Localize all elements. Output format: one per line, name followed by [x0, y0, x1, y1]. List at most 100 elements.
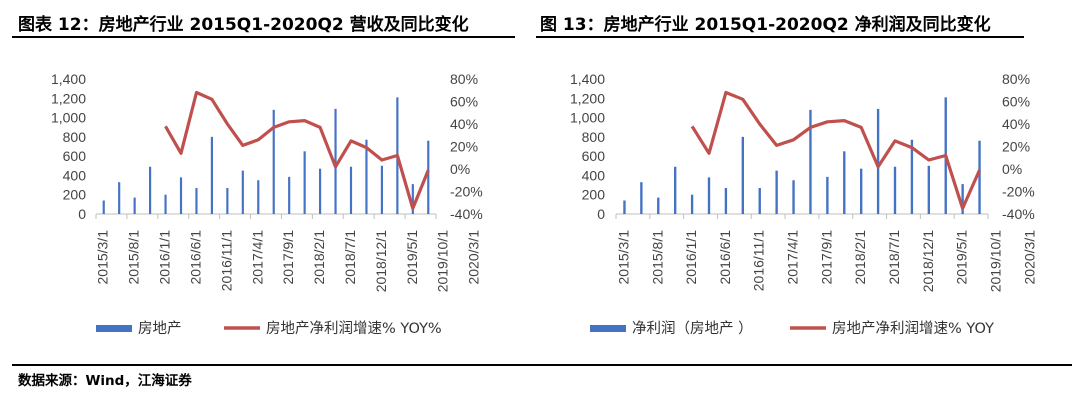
x-axis-tick-label: 2017/4/1: [785, 230, 801, 285]
right-axis-tick-label: 20%: [450, 139, 478, 155]
x-axis-tick-label: 2016/1/1: [683, 230, 699, 285]
right-axis-tick-label: -40%: [450, 206, 483, 222]
bar: [859, 168, 863, 214]
x-axis-tick-label: 2020/3/1: [1021, 230, 1037, 285]
bar: [149, 166, 152, 214]
bar: [380, 165, 383, 214]
right-axis-tick-label: 60%: [1002, 94, 1030, 110]
x-axis-tick-label: 2019/5/1: [404, 230, 420, 285]
right-axis-tick-label: 20%: [1002, 139, 1030, 155]
source-note: 数据来源：Wind，江海证券: [18, 373, 192, 389]
right-axis-tick-label: -20%: [1002, 184, 1035, 200]
bar: [102, 200, 105, 214]
right-axis-tick-label: 60%: [450, 94, 478, 110]
bar: [809, 109, 812, 214]
left-axis-tick-label: 1,400: [51, 71, 86, 87]
left-axis-tick-label: 400: [63, 167, 87, 183]
bar: [843, 151, 846, 214]
left-axis-tick-label: 1,400: [570, 71, 605, 87]
left-axis-tick-label: 600: [63, 148, 87, 164]
legend-line-label: 房地产净利润增速% YOY: [832, 320, 994, 337]
bar: [272, 109, 275, 214]
left-axis-tick-label: 200: [582, 187, 606, 203]
x-axis-tick-label: 2017/9/1: [280, 230, 296, 285]
x-axis-tick-label: 2019/10/1: [987, 230, 1003, 292]
x-axis-tick-label: 2018/12/1: [920, 230, 936, 292]
legend-bar-swatch: [96, 325, 132, 332]
x-axis-tick-label: 2017/4/1: [249, 230, 265, 285]
bar: [707, 177, 711, 214]
left-axis-tick-label: 400: [582, 167, 606, 183]
left-axis-tick-label: 0: [597, 206, 605, 222]
left-axis-tick-label: 1,000: [51, 110, 86, 126]
bar: [826, 176, 829, 214]
bar: [792, 180, 795, 214]
x-axis-tick-label: 2016/11/1: [218, 230, 234, 291]
x-axis-tick-label: 2019/5/1: [954, 230, 970, 285]
bar: [657, 197, 660, 214]
x-axis-tick-label: 2020/3/1: [466, 230, 482, 285]
bar: [257, 180, 260, 214]
x-axis-tick-label: 2018/12/1: [373, 230, 389, 292]
bar: [775, 170, 778, 214]
bar: [365, 139, 368, 214]
bar: [741, 136, 745, 214]
x-axis-tick-label: 2019/10/1: [435, 230, 451, 292]
x-axis-tick-label: 2016/1/1: [157, 230, 173, 285]
x-axis-tick-label: 2016/11/1: [751, 230, 767, 291]
x-axis-tick-label: 2018/2/1: [852, 230, 868, 285]
bar: [640, 182, 643, 214]
bar: [133, 197, 136, 214]
chart-2-title: 图 13：房地产行业 2015Q1-2020Q2 净利润及同比变化: [540, 15, 991, 35]
bar: [164, 194, 167, 214]
legend-bar-swatch: [590, 325, 626, 332]
x-axis-tick-label: 2015/3/1: [95, 230, 111, 285]
bar: [927, 165, 931, 214]
footer-rule: [12, 364, 1072, 366]
left-axis-tick-label: 800: [63, 129, 87, 145]
right-axis-tick-label: -40%: [1002, 206, 1035, 222]
legend-bar-label: 净利润（房地产 ）: [632, 320, 753, 337]
bar: [349, 166, 353, 214]
left-axis-tick-label: 1,200: [51, 90, 86, 106]
bar: [690, 194, 694, 214]
series-line: [164, 90, 430, 210]
bar: [288, 176, 291, 214]
right-axis-tick-label: 40%: [1002, 116, 1030, 132]
x-axis-tick-label: 2016/6/1: [717, 230, 733, 285]
bar: [118, 182, 121, 214]
bar: [195, 187, 198, 214]
bar: [319, 168, 322, 214]
bar: [334, 108, 337, 214]
bar: [427, 140, 430, 214]
bar: [910, 139, 914, 214]
x-axis-tick-label: 2015/3/1: [615, 230, 631, 285]
bar: [876, 108, 880, 214]
legend-line-label: 房地产净利润增速% YOY%: [266, 320, 442, 337]
right-axis-tick-label: 40%: [450, 116, 478, 132]
bar: [724, 187, 728, 214]
left-axis-tick-label: 800: [582, 129, 606, 145]
chart-1-title: 图表 12：房地产行业 2015Q1-2020Q2 营收及同比变化: [18, 15, 469, 35]
bar: [411, 184, 414, 214]
bar: [303, 151, 306, 214]
bar: [623, 200, 626, 214]
left-axis-tick-label: 200: [63, 187, 87, 203]
chart-1-title-rule: [12, 36, 515, 38]
x-axis-tick-label: 2015/8/1: [126, 230, 142, 285]
right-axis-tick-label: 0%: [1002, 161, 1022, 177]
left-axis-tick-label: 1,000: [570, 110, 605, 126]
bar: [978, 140, 981, 214]
x-axis-tick-label: 2018/2/1: [311, 230, 327, 285]
legend-bar-label: 房地产: [138, 320, 182, 337]
chart-1: 0 200 400 600 800 1,000 1,200 1,400 -40% -20% 0% 20…: [51, 71, 483, 337]
bar: [179, 177, 183, 214]
x-axis-tick-label: 2017/9/1: [818, 230, 834, 285]
bar: [210, 136, 213, 214]
chart-2-title-rule: [536, 36, 1024, 38]
right-axis-tick-label: 80%: [1002, 71, 1030, 87]
left-axis-tick-label: 1,200: [570, 90, 605, 106]
bar: [241, 170, 244, 214]
left-axis-tick-label: 600: [582, 148, 606, 164]
x-axis-tick-label: 2018/7/1: [886, 230, 902, 285]
